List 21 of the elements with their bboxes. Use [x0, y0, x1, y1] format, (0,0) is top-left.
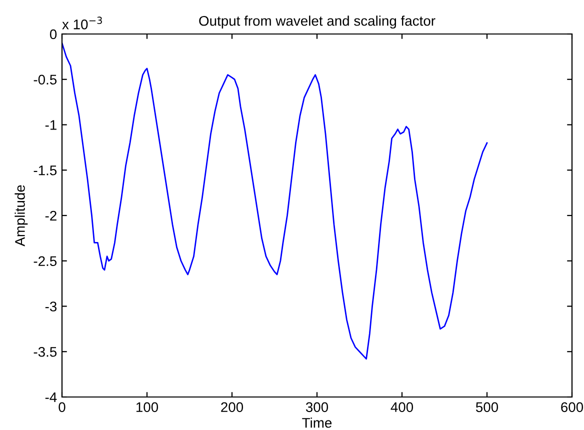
x-axis-title: Time: [302, 418, 332, 428]
x-tick-label: 100: [136, 402, 158, 412]
text: x 10$^{−3}$: [62, 16, 102, 30]
chart-title: Output from wavelet and scaling factor: [199, 16, 436, 29]
y-tick-label: -1.5: [34, 166, 57, 176]
y-tick-label: -1: [45, 120, 56, 130]
y-tick-label: -0.5: [34, 74, 57, 85]
y-tick-label: -2: [45, 210, 56, 221]
y-tick-label: -3.5: [34, 346, 57, 357]
x-tick-label: 200: [221, 402, 244, 412]
y-tick-label: 0: [50, 29, 57, 40]
y-tick-label: -2.5: [34, 256, 57, 266]
y-tick-label: -4: [45, 392, 57, 402]
y-axis-title: Amplitude: [14, 185, 28, 246]
y-tick-label: -3: [45, 302, 57, 312]
x-tick-label: 300: [306, 402, 328, 412]
x-tick-label: 0: [58, 402, 66, 412]
x-tick-label: 400: [390, 402, 414, 412]
x-tick-label: 500: [476, 402, 498, 412]
x-tick-label: 600: [561, 402, 584, 412]
line-series: [62, 42, 488, 360]
